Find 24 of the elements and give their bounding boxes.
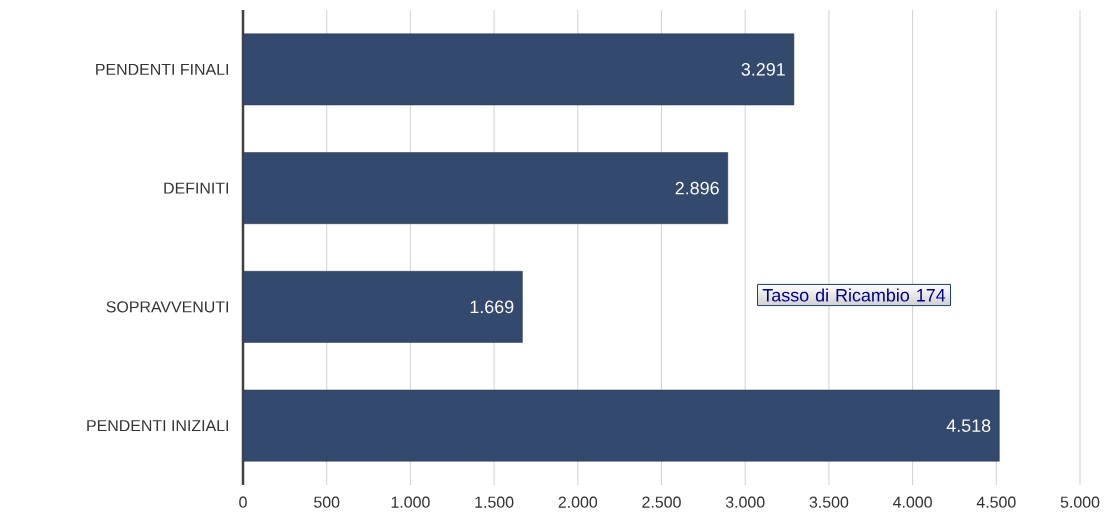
y-tick-label: PENDENTI FINALI xyxy=(96,63,228,75)
y-tick-label: DEFINITI xyxy=(164,182,229,194)
data-label: 4.518 xyxy=(946,419,991,432)
bar xyxy=(243,152,729,224)
x-tick-label: 1.000 xyxy=(391,496,430,508)
y-tick-label: PENDENTI INIZIALI xyxy=(87,420,228,432)
x-tick-label: 2.500 xyxy=(642,496,681,508)
x-tick-label: 1.500 xyxy=(475,496,514,508)
x-tick-label: 4.000 xyxy=(893,496,932,508)
data-label: 3.291 xyxy=(741,63,785,76)
bar xyxy=(243,389,1000,462)
x-tick-label: 3.000 xyxy=(725,496,765,508)
annotation: Tasso di Ricambio 174 xyxy=(762,288,946,302)
data-label: 1.669 xyxy=(470,300,514,314)
bar xyxy=(243,271,523,343)
y-tick-label: SOPRAVVENUTI xyxy=(106,301,229,313)
x-tick-label: 3.500 xyxy=(809,496,849,508)
bar xyxy=(243,33,795,106)
x-tick-label: 5.000 xyxy=(1060,496,1100,508)
x-tick-label: 2.000 xyxy=(558,496,598,508)
data-label: 2.896 xyxy=(675,181,719,195)
x-tick-label: 0 xyxy=(239,496,247,508)
x-tick-label: 4.500 xyxy=(976,496,1016,508)
x-tick-label: 500 xyxy=(314,496,340,508)
